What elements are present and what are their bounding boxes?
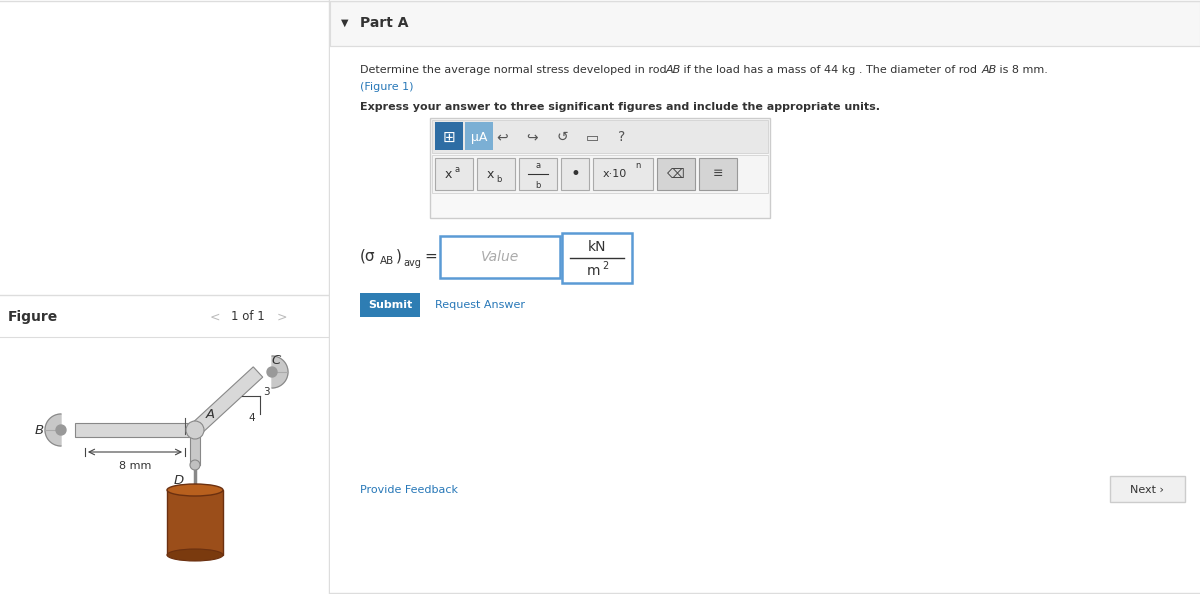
- Circle shape: [186, 421, 204, 439]
- Text: Part A: Part A: [360, 16, 408, 30]
- Text: ↪: ↪: [526, 130, 538, 144]
- Text: ): ): [396, 248, 402, 264]
- Text: AB: AB: [666, 65, 682, 75]
- Text: ▼: ▼: [341, 18, 349, 28]
- Polygon shape: [191, 367, 263, 435]
- FancyBboxPatch shape: [466, 122, 493, 150]
- FancyBboxPatch shape: [360, 293, 420, 317]
- Text: 4: 4: [248, 413, 254, 423]
- Circle shape: [190, 460, 200, 470]
- Text: •: •: [570, 165, 580, 183]
- FancyBboxPatch shape: [1110, 476, 1186, 502]
- Text: Figure: Figure: [8, 310, 59, 324]
- FancyBboxPatch shape: [432, 155, 768, 193]
- Text: b: b: [535, 181, 541, 189]
- Text: a: a: [535, 160, 540, 169]
- Text: 1 of 1: 1 of 1: [232, 311, 265, 324]
- Polygon shape: [74, 423, 194, 437]
- Text: ↩: ↩: [496, 130, 508, 144]
- Text: x: x: [486, 168, 493, 181]
- Text: B: B: [35, 424, 43, 437]
- FancyBboxPatch shape: [562, 233, 632, 283]
- FancyBboxPatch shape: [593, 158, 653, 190]
- Text: a: a: [455, 165, 460, 173]
- FancyBboxPatch shape: [478, 158, 515, 190]
- Text: C: C: [271, 353, 281, 366]
- Text: m: m: [587, 264, 601, 278]
- Text: ⊞: ⊞: [443, 129, 455, 144]
- Ellipse shape: [167, 549, 223, 561]
- Text: Value: Value: [481, 250, 520, 264]
- Polygon shape: [272, 356, 288, 388]
- Text: Determine the average normal stress developed in rod: Determine the average normal stress deve…: [360, 65, 670, 75]
- Text: x: x: [444, 168, 451, 181]
- Text: Provide Feedback: Provide Feedback: [360, 485, 458, 495]
- Polygon shape: [46, 414, 61, 446]
- Text: =: =: [424, 248, 437, 264]
- Text: Next ›: Next ›: [1130, 485, 1164, 495]
- Text: ?: ?: [618, 130, 625, 144]
- Polygon shape: [190, 430, 200, 465]
- FancyBboxPatch shape: [330, 1, 1200, 46]
- Text: ≡: ≡: [713, 168, 724, 181]
- FancyBboxPatch shape: [436, 158, 473, 190]
- Text: ▭: ▭: [586, 130, 599, 144]
- Text: Submit: Submit: [368, 300, 412, 310]
- Text: AB: AB: [982, 65, 997, 75]
- Text: ↺: ↺: [556, 130, 568, 144]
- Text: D: D: [174, 473, 184, 486]
- Text: kN: kN: [588, 240, 606, 254]
- Text: if the load has a mass of 44 kg . The diameter of rod: if the load has a mass of 44 kg . The di…: [680, 65, 980, 75]
- FancyBboxPatch shape: [430, 118, 770, 218]
- Text: 8 mm: 8 mm: [119, 461, 151, 471]
- Circle shape: [56, 425, 66, 435]
- FancyBboxPatch shape: [698, 158, 737, 190]
- Text: AB: AB: [380, 256, 395, 266]
- FancyBboxPatch shape: [436, 122, 463, 150]
- Circle shape: [266, 367, 277, 377]
- Text: is 8 mm.: is 8 mm.: [996, 65, 1048, 75]
- FancyBboxPatch shape: [562, 158, 589, 190]
- FancyBboxPatch shape: [432, 120, 768, 153]
- Text: 3: 3: [264, 387, 270, 397]
- Text: A: A: [205, 409, 215, 422]
- Text: <: <: [210, 311, 221, 324]
- Text: b: b: [497, 175, 502, 184]
- Text: n: n: [635, 160, 641, 169]
- Text: μA: μA: [470, 131, 487, 144]
- Text: (σ: (σ: [360, 248, 376, 264]
- Text: avg: avg: [403, 258, 421, 268]
- FancyBboxPatch shape: [440, 236, 560, 278]
- Text: Request Answer: Request Answer: [436, 300, 526, 310]
- Text: Express your answer to three significant figures and include the appropriate uni: Express your answer to three significant…: [360, 102, 880, 112]
- Text: (Figure 1): (Figure 1): [360, 82, 414, 92]
- Text: x·10: x·10: [602, 169, 628, 179]
- FancyBboxPatch shape: [520, 158, 557, 190]
- Bar: [167, 490, 223, 555]
- Text: 2: 2: [602, 261, 608, 271]
- FancyBboxPatch shape: [658, 158, 695, 190]
- Ellipse shape: [167, 484, 223, 496]
- Text: ⌫: ⌫: [667, 168, 685, 181]
- Text: >: >: [277, 311, 287, 324]
